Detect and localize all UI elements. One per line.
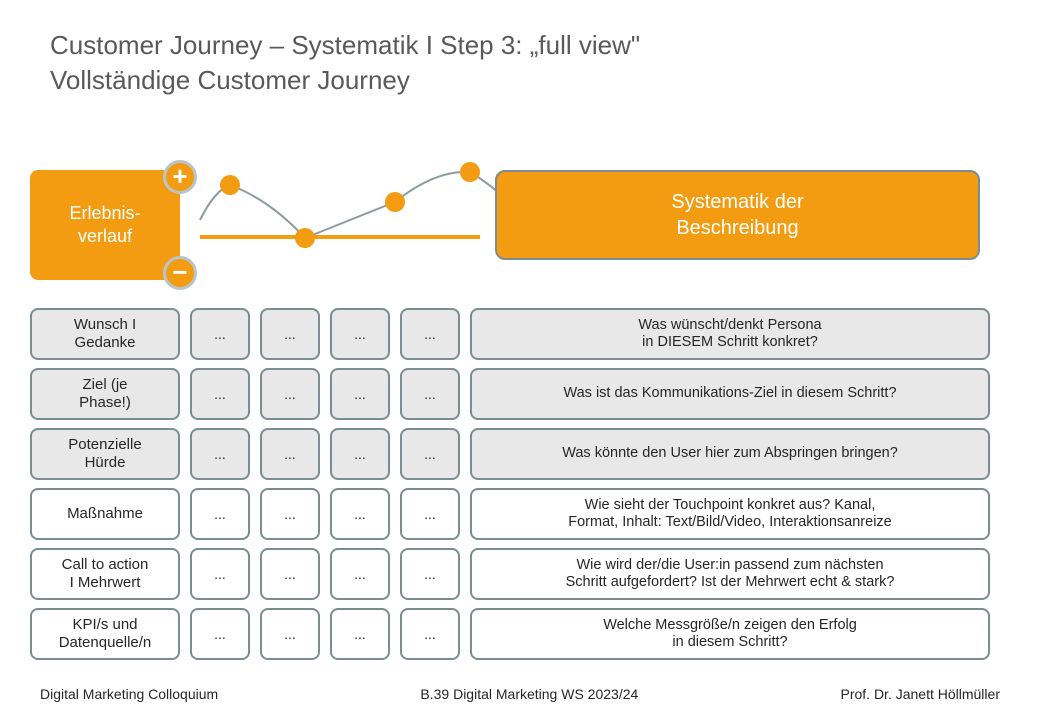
row-description: Wie sieht der Touchpoint konkret aus? Ka… [470,488,990,540]
placeholder-cell: ... [260,608,320,660]
placeholder-cell: ... [260,308,320,360]
footer-center: B.39 Digital Marketing WS 2023/24 [420,686,638,702]
slide-title: Customer Journey – Systematik I Step 3: … [50,28,640,98]
placeholder-cell: ... [260,488,320,540]
erlebnis-label: Erlebnis-verlauf [69,202,140,249]
placeholder-cell: ... [190,608,250,660]
placeholder-cell: ... [400,308,460,360]
footer-right: Prof. Dr. Janett Höllmüller [840,686,1000,702]
table-row: PotenzielleHürde............Was könnte d… [30,428,990,480]
footer-left: Digital Marketing Colloquium [40,686,218,702]
placeholder-cell: ... [400,608,460,660]
placeholder-cell: ... [330,548,390,600]
erlebnis-box: Erlebnis-verlauf + − [30,170,180,280]
row-description: Was ist das Kommunikations-Ziel in diese… [470,368,990,420]
placeholder-cell: ... [400,548,460,600]
chart-area: Erlebnis-verlauf + − Systematik derBesch… [30,160,990,300]
placeholder-cell: ... [330,368,390,420]
table-row: KPI/s undDatenquelle/n............Welche… [30,608,990,660]
placeholder-cell: ... [190,548,250,600]
table-row: Wunsch IGedanke............Was wünscht/d… [30,308,990,360]
table-row: Ziel (jePhase!)............Was ist das K… [30,368,990,420]
placeholder-cell: ... [400,368,460,420]
row-description: Wie wird der/die User:in passend zum näc… [470,548,990,600]
journey-table: Wunsch IGedanke............Was wünscht/d… [30,308,990,668]
systematik-box: Systematik derBeschreibung [495,170,980,260]
systematik-label: Systematik derBeschreibung [671,189,803,241]
experience-curve [190,160,530,280]
placeholder-cell: ... [260,368,320,420]
row-label: KPI/s undDatenquelle/n [30,608,180,660]
row-label: Wunsch IGedanke [30,308,180,360]
placeholder-cell: ... [400,488,460,540]
table-row: Call to actionI Mehrwert............Wie … [30,548,990,600]
row-description: Welche Messgröße/n zeigen den Erfolgin d… [470,608,990,660]
placeholder-cell: ... [260,428,320,480]
row-description: Was könnte den User hier zum Abspringen … [470,428,990,480]
title-line-1: Customer Journey – Systematik I Step 3: … [50,28,640,63]
placeholder-cell: ... [190,488,250,540]
table-row: Maßnahme............Wie sieht der Touchp… [30,488,990,540]
row-description: Was wünscht/denkt Personain DIESEM Schri… [470,308,990,360]
row-label: Call to actionI Mehrwert [30,548,180,600]
placeholder-cell: ... [190,368,250,420]
row-label: PotenzielleHürde [30,428,180,480]
placeholder-cell: ... [330,488,390,540]
placeholder-cell: ... [260,548,320,600]
placeholder-cell: ... [190,428,250,480]
title-line-2: Vollständige Customer Journey [50,63,640,98]
row-label: Ziel (jePhase!) [30,368,180,420]
placeholder-cell: ... [400,428,460,480]
placeholder-cell: ... [330,608,390,660]
placeholder-cell: ... [190,308,250,360]
row-label: Maßnahme [30,488,180,540]
placeholder-cell: ... [330,308,390,360]
placeholder-cell: ... [330,428,390,480]
footer: Digital Marketing Colloquium B.39 Digita… [40,686,1000,702]
